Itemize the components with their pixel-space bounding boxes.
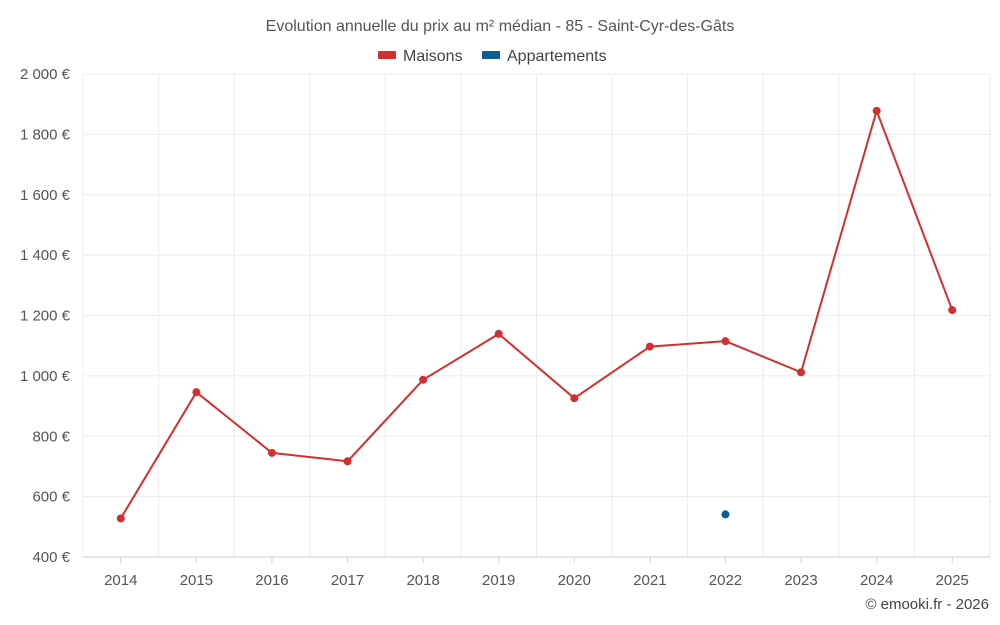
grid [82, 73, 991, 558]
x-tick-label: 2024 [860, 572, 893, 589]
data-point-maisons-2017[interactable] [343, 457, 352, 466]
data-point-maisons-2018[interactable] [419, 375, 428, 384]
y-tick-label: 1 800 € [20, 126, 71, 143]
y-tick-label: 1 600 € [20, 187, 71, 204]
y-tick-label: 1 200 € [20, 308, 71, 325]
data-point-maisons-2021[interactable] [645, 342, 654, 351]
data-point-maisons-2020[interactable] [570, 394, 579, 403]
series-line-maisons [119, 109, 954, 519]
x-tick-label: 2019 [482, 572, 515, 589]
legend-label-maisons[interactable]: Maisons [403, 48, 463, 65]
y-tick-label: 600 € [32, 489, 70, 506]
x-tick-label: 2018 [406, 572, 439, 589]
x-tick-label: 2017 [331, 572, 364, 589]
legend-swatch-appartements [482, 51, 500, 59]
y-tick-label: 400 € [32, 549, 70, 566]
x-tick-label: 2023 [784, 572, 817, 589]
x-tick-label: 2014 [104, 572, 137, 589]
legend-label-appartements[interactable]: Appartements [507, 48, 607, 65]
data-point-maisons-2025[interactable] [948, 306, 957, 315]
x-tick-label: 2016 [255, 572, 288, 589]
x-tick-label: 2015 [180, 572, 213, 589]
data-point-maisons-2016[interactable] [267, 448, 276, 457]
chart-title: Evolution annuelle du prix au m² médian … [266, 18, 735, 35]
legend-swatch-maisons [378, 51, 396, 59]
x-tick-label: 2021 [633, 572, 666, 589]
y-tick-label: 1 400 € [20, 247, 71, 264]
data-point-maisons-2015[interactable] [192, 388, 201, 397]
credit-text: © emooki.fr - 2026 [865, 596, 989, 613]
y-tick-label: 800 € [32, 428, 70, 445]
x-tick-label: 2022 [709, 572, 742, 589]
x-tick-label: 2025 [936, 572, 969, 589]
y-tick-label: 1 000 € [20, 368, 71, 385]
data-point-maisons-2023[interactable] [797, 368, 806, 377]
y-tick-label: 2 000 € [20, 66, 71, 83]
data-point-maisons-2014[interactable] [116, 514, 125, 523]
data-point-appartements-2022[interactable] [721, 510, 730, 519]
series-layer [116, 106, 957, 523]
data-point-maisons-2022[interactable] [721, 337, 730, 346]
legend[interactable]: Maisons Appartements [378, 48, 607, 65]
x-tick-label: 2020 [558, 572, 591, 589]
data-point-maisons-2019[interactable] [494, 329, 503, 338]
data-point-maisons-2024[interactable] [872, 106, 881, 115]
axes: 400 € 600 € 800 € 1 000 € 1 200 € 1 400 € 1 60… [20, 66, 969, 589]
